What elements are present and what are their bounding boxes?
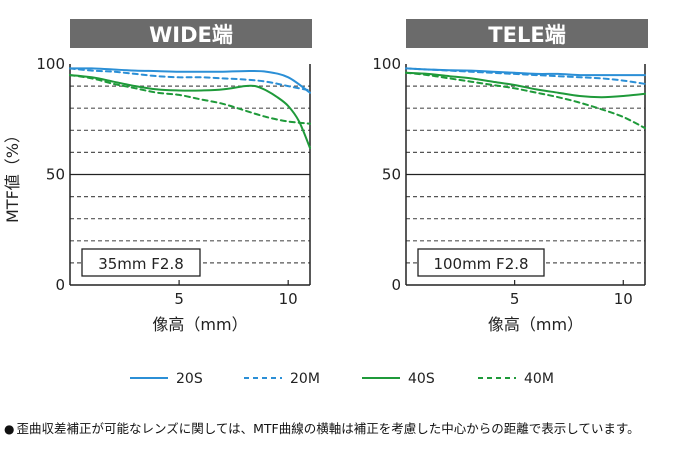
y-axis-label: MTF値（%）	[3, 127, 22, 223]
y-tick-label: 0	[391, 276, 401, 294]
series-line-20m	[405, 67, 646, 85]
panel-title-bar	[406, 19, 648, 48]
x-axis-label: 像高（mm）	[488, 315, 583, 334]
legend-label-20s: 20S	[176, 371, 203, 387]
x-tick-label: 5	[510, 290, 520, 308]
lens-spec-label: 35mm F2.8	[98, 255, 184, 273]
footnote-bullet: ●	[4, 422, 15, 436]
series-line-40s	[405, 71, 646, 99]
panel-title: TELE端	[488, 23, 565, 47]
x-axis-label: 像高（mm）	[152, 315, 247, 334]
y-tick-label: 50	[46, 166, 65, 184]
y-tick-label: 100	[372, 55, 401, 73]
x-tick-label: 10	[614, 290, 633, 308]
lens-spec-box	[81, 248, 201, 277]
legend-label-40m: 40M	[524, 371, 554, 387]
series-line-40m	[405, 71, 646, 130]
footnote: ● 歪曲収差補正が可能なレンズに関しては、MTF曲線の横軸は補正を考慮した中心から…	[4, 420, 684, 438]
series-line-20s	[69, 67, 311, 94]
lens-spec-box	[417, 248, 545, 277]
y-tick-label: 100	[36, 55, 65, 73]
tele-panel: TELE端 0 50 100 5 10 像高（mm） 100mm F2.8	[372, 19, 648, 334]
series-line-40m	[69, 74, 311, 125]
legend: 20S 20M 40S 40M	[130, 371, 554, 387]
x-tick-label: 10	[279, 290, 298, 308]
legend-label-40s: 40S	[408, 371, 435, 387]
wide-panel: WIDE端 0 50 100 5 10 像高（mm） 35mm F2.8	[36, 19, 312, 334]
y-tick-label: 50	[382, 166, 401, 184]
x-tick-label: 5	[174, 290, 184, 308]
panel-title-bar	[70, 19, 312, 48]
panel-title: WIDE端	[149, 23, 233, 47]
y-tick-label: 0	[55, 276, 65, 294]
footnote-text: 歪曲収差補正が可能なレンズに関しては、MTF曲線の横軸は補正を考慮した中心からの…	[16, 421, 640, 436]
mtf-chart: WIDE端 0 50 100 5 10 像高（mm） 35mm F2.8 TELE端 0 50 100…	[3, 19, 648, 387]
series-line-20m	[69, 67, 311, 92]
series-line-40s	[69, 74, 311, 149]
lens-spec-label: 100mm F2.8	[433, 255, 528, 273]
legend-label-20m: 20M	[290, 371, 320, 387]
